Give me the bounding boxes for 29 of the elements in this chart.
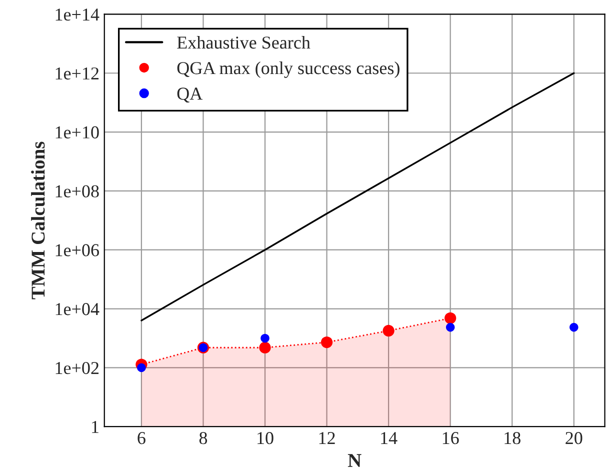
x-tick-label: 12 [319, 432, 335, 444]
legend-label: Exhaustive Search [177, 36, 310, 49]
x-tick-label: 18 [504, 432, 520, 444]
y-axis-title: TMM Calculations [31, 142, 45, 300]
x-tick-label: 10 [258, 432, 274, 444]
x-tick-label: 16 [442, 432, 459, 444]
x-axis-title: N [348, 454, 362, 467]
x-tick-label: 6 [138, 432, 146, 444]
legend-label: QGA max (only success cases) [177, 62, 400, 78]
y-tick-label: 1e+02 [56, 362, 99, 374]
y-tick-label: 1e+14 [56, 8, 100, 21]
y-tick-label: 1e+10 [56, 126, 99, 138]
y-tick-label: 1 [92, 420, 98, 433]
point [446, 322, 455, 332]
point [320, 336, 333, 348]
point [259, 342, 271, 354]
point [260, 334, 270, 343]
y-tick-label: 1e+08 [56, 185, 99, 198]
y-tick-label: 1e+06 [56, 244, 99, 256]
legend-label: QA [177, 88, 203, 103]
point [570, 322, 578, 332]
y-tick-label: 1e+12 [56, 67, 99, 80]
x-tick-label: 8 [199, 432, 208, 444]
y-tick-label: 1e+04 [56, 303, 100, 316]
point [382, 324, 394, 337]
x-tick-label: 20 [566, 432, 582, 444]
point [444, 312, 456, 324]
x-tick-label: 14 [381, 432, 398, 444]
point [137, 363, 146, 372]
